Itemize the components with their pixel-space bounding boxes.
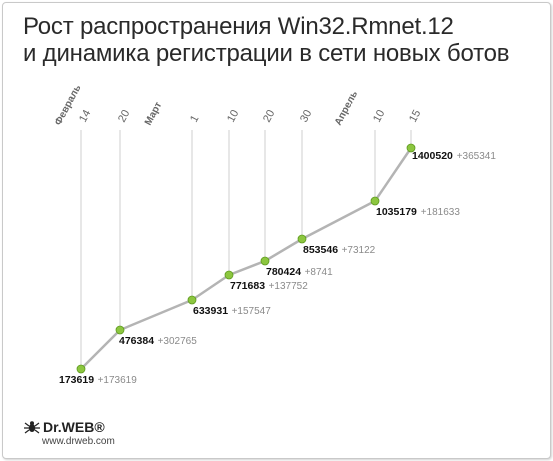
data-label: 853546 bbox=[303, 244, 338, 256]
data-point bbox=[406, 143, 416, 153]
tick-label: 1 bbox=[188, 113, 201, 124]
data-point bbox=[297, 234, 307, 244]
data-point bbox=[370, 196, 380, 206]
delta-label: +365341 bbox=[457, 151, 497, 162]
tick-label: 14 bbox=[77, 108, 93, 124]
data-point bbox=[260, 256, 270, 266]
data-label: 633931 bbox=[193, 305, 228, 317]
delta-label: +173619 bbox=[98, 375, 138, 386]
data-label: 1400520 bbox=[412, 150, 453, 162]
data-label: 476384 bbox=[119, 335, 154, 347]
spider-icon bbox=[24, 421, 40, 434]
chart-title-block: Рост распространения Win32.Rmnet.12 и ди… bbox=[23, 13, 509, 67]
tick-label: 20 bbox=[261, 108, 277, 124]
tick-label: 15 bbox=[407, 108, 423, 124]
tick-label: 10 bbox=[371, 108, 387, 124]
logo-name: Dr.WEB® bbox=[43, 419, 105, 435]
delta-label: +137752 bbox=[269, 281, 309, 292]
data-label: 780424 bbox=[266, 266, 301, 278]
data-point bbox=[187, 295, 197, 305]
data-point bbox=[115, 325, 125, 335]
delta-label: +302765 bbox=[158, 336, 198, 347]
data-label: 173619 bbox=[59, 374, 94, 386]
logo-url: www.drweb.com bbox=[42, 436, 115, 447]
data-label: 771683 bbox=[230, 280, 265, 292]
data-point bbox=[76, 364, 86, 374]
data-point bbox=[224, 270, 234, 280]
delta-label: +73122 bbox=[342, 245, 376, 256]
chart-subtitle: и динамика регистрации в сети новых бото… bbox=[23, 40, 510, 67]
tick-label: 30 bbox=[298, 108, 314, 124]
delta-label: +181633 bbox=[421, 207, 461, 218]
tick-label: 10 bbox=[225, 108, 241, 124]
chart-title: Рост распространения Win32.Rmnet.12 bbox=[23, 13, 454, 40]
data-label: 1035179 bbox=[376, 206, 417, 218]
drweb-logo: Dr.WEB® www.drweb.com bbox=[24, 419, 115, 447]
month-label: Апрель bbox=[333, 89, 360, 127]
series-line bbox=[80, 147, 413, 370]
delta-label: +157547 bbox=[232, 306, 272, 317]
delta-label: +8741 bbox=[305, 267, 334, 278]
tick-label: 20 bbox=[116, 108, 132, 124]
month-label: Март bbox=[143, 100, 164, 127]
